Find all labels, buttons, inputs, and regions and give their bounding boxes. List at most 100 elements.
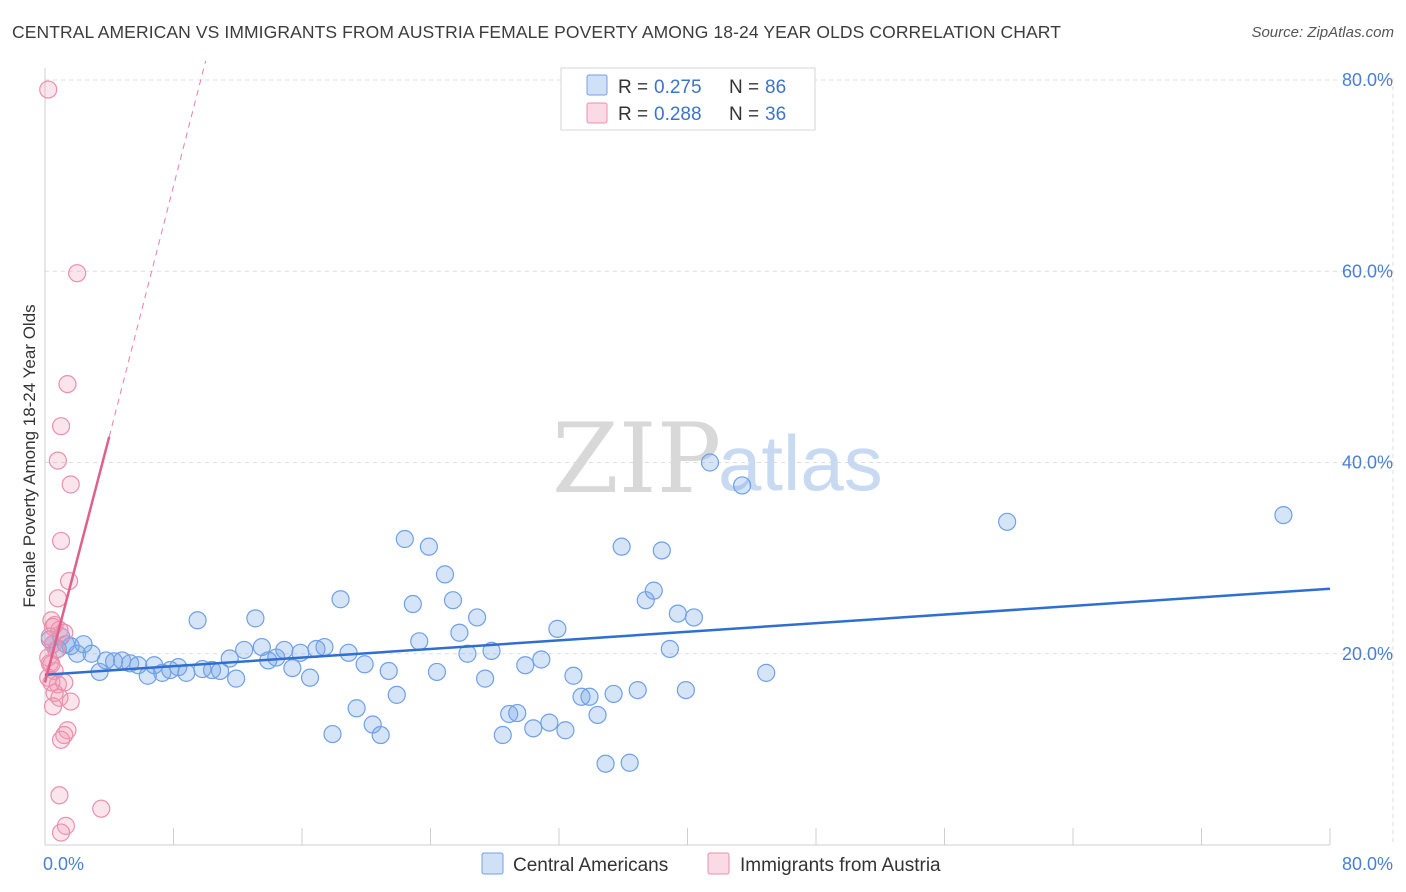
point-central-americans [612, 537, 631, 556]
point-central-americans [427, 662, 447, 682]
point-central-americans [246, 609, 265, 628]
point-central-americans [508, 703, 527, 723]
point-central-americans [668, 604, 687, 623]
series-immigrants-from-austria [39, 80, 111, 842]
grid-lines [45, 78, 1394, 845]
legend-bottom-label-central-americans: Central Americans [513, 855, 668, 876]
point-immigrants-from-austria [43, 697, 63, 716]
trend-line-immigrants-from-austria [43, 436, 111, 683]
point-central-americans [564, 666, 583, 685]
legend-n-label-blue: N = [729, 77, 759, 98]
point-immigrants-from-austria [50, 786, 69, 805]
point-immigrants-from-austria [61, 475, 80, 494]
legend-n-label-pink: N = [729, 104, 759, 125]
point-immigrants-from-austria [68, 264, 87, 283]
point-central-americans [235, 640, 254, 660]
point-central-americans [652, 541, 671, 560]
point-central-americans [467, 608, 487, 627]
legend-r-value-pink: 0.288 [654, 104, 702, 125]
chart-title: CENTRAL AMERICAN VS IMMIGRANTS FROM AUST… [12, 22, 1061, 42]
legend-swatch-pink [586, 102, 608, 124]
point-central-americans [516, 656, 535, 675]
point-central-americans [644, 581, 663, 600]
point-central-americans [371, 725, 390, 745]
watermark-atlas: atlas [718, 419, 883, 507]
point-central-americans [339, 643, 358, 662]
point-central-americans [556, 721, 575, 740]
legend-bottom-swatch-pink [707, 852, 730, 875]
point-central-americans [548, 619, 567, 638]
legend-bottom-label-immigrants-from-austria: Immigrants from Austria [740, 855, 941, 876]
y-tick-labels: 20.0% 40.0% 60.0% 80.0% [1342, 70, 1393, 664]
point-central-americans [482, 641, 501, 660]
legend-box [560, 67, 816, 131]
trend-line-immigrants-from-austria-extension [108, 60, 207, 437]
point-immigrants-from-austria [48, 451, 67, 470]
legend-series: Central Americans Immigrants from Austri… [481, 852, 941, 876]
point-central-americans [283, 658, 302, 678]
point-central-americans [540, 713, 559, 732]
point-central-americans [596, 754, 615, 773]
point-central-americans [395, 529, 414, 549]
point-central-americans [323, 724, 342, 744]
x-tick-label-min: 0.0% [43, 854, 84, 874]
point-central-americans [300, 668, 320, 687]
point-central-americans [403, 594, 422, 614]
point-central-americans [604, 684, 623, 704]
point-immigrants-from-austria [39, 80, 58, 99]
trend-line-central-americans [44, 587, 1331, 677]
point-immigrants-from-austria [92, 799, 111, 818]
watermark-zip: ZIP [552, 403, 721, 515]
point-central-americans [435, 565, 455, 584]
point-central-americans [379, 661, 398, 681]
point-central-americans [757, 663, 776, 682]
y-tick-label: 80.0% [1342, 70, 1393, 90]
point-central-americans [998, 512, 1017, 531]
legend-stats: R = 0.275 N = 86 R = 0.288 N = 36 [560, 67, 816, 131]
point-central-americans [275, 640, 294, 660]
point-central-americans [524, 719, 543, 738]
point-central-americans [315, 637, 334, 657]
point-central-americans [227, 669, 246, 688]
point-central-americans [620, 753, 639, 772]
point-central-americans [419, 537, 438, 556]
y-axis-label: Female Poverty Among 18-24 Year Olds [20, 304, 39, 607]
legend-bottom-swatch-blue [481, 852, 504, 875]
point-immigrants-from-austria [51, 531, 71, 551]
point-central-americans [331, 590, 350, 609]
point-central-americans [588, 705, 607, 725]
point-central-americans [443, 591, 463, 610]
point-central-americans [700, 453, 720, 472]
point-immigrants-from-austria [51, 823, 71, 842]
y-tick-label: 40.0% [1342, 453, 1393, 473]
point-central-americans [628, 680, 647, 700]
point-central-americans [68, 644, 87, 663]
x-tick-label-max: 80.0% [1342, 854, 1393, 874]
legend-n-value-blue: 86 [765, 77, 786, 98]
point-central-americans [410, 632, 429, 651]
point-central-americans [355, 655, 374, 674]
point-central-americans [580, 687, 599, 706]
point-immigrants-from-austria [51, 417, 71, 436]
trend-lines [43, 60, 1331, 683]
point-central-americans [684, 608, 704, 627]
point-central-americans [476, 669, 495, 688]
point-central-americans [733, 476, 752, 495]
source-label: Source: ZipAtlas.com [1251, 24, 1394, 41]
legend-r-value-blue: 0.275 [654, 77, 702, 98]
legend-swatch-blue [586, 74, 608, 96]
point-immigrants-from-austria [61, 692, 80, 711]
point-immigrants-from-austria [58, 374, 77, 394]
axes [44, 68, 1331, 846]
point-central-americans [532, 650, 551, 669]
y-tick-label: 20.0% [1342, 644, 1393, 664]
point-central-americans [387, 685, 406, 704]
legend-r-label-blue: R = [618, 77, 648, 98]
point-central-americans [450, 623, 469, 642]
legend-r-label-pink: R = [618, 104, 648, 125]
point-immigrants-from-austria [51, 730, 71, 749]
point-central-americans [676, 680, 695, 700]
point-central-americans [493, 725, 512, 745]
point-central-americans [188, 611, 207, 630]
